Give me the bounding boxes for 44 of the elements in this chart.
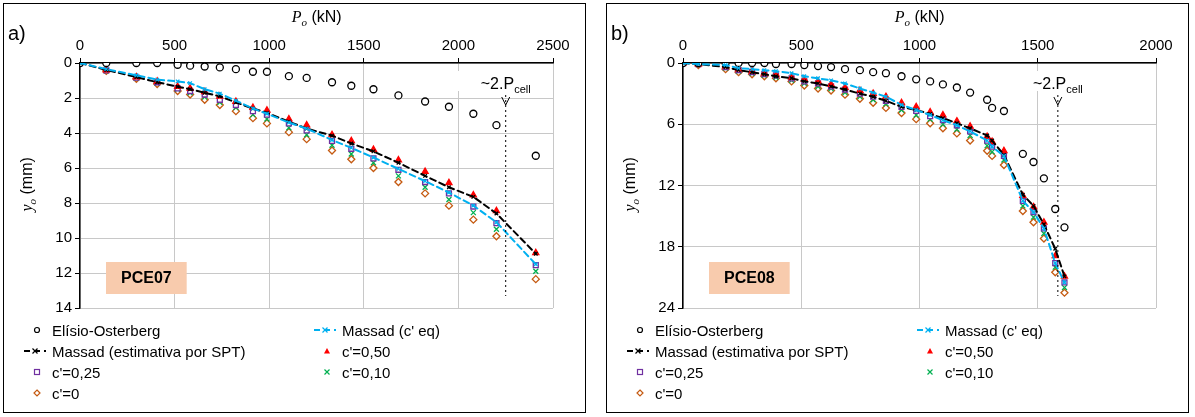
legend-label: c'=0,50	[945, 342, 994, 360]
y-axis-title: yo (mm)	[621, 157, 641, 214]
x-tick-label: 2000	[441, 36, 476, 54]
y-axis-title: yo (mm)	[18, 157, 38, 214]
x-tick-label: 1500	[347, 36, 381, 54]
y-tick-label: 6	[666, 114, 675, 132]
annotation: PCE07	[121, 269, 172, 287]
legend-label: c'=0	[52, 384, 80, 402]
legend-label: c'=0,10	[342, 363, 391, 381]
legend-label: c'=0,50	[342, 342, 391, 360]
y-tick-label: 0	[666, 53, 675, 71]
y-tick-label: 6	[63, 158, 72, 176]
y-tick-label: 8	[63, 193, 72, 211]
annotation: PCE08	[724, 269, 775, 287]
x-tick-label: 2000	[1139, 36, 1173, 54]
x-tick-label: 500	[162, 36, 188, 54]
x-tick-label: 1000	[902, 36, 937, 54]
legend-label: c'=0,25	[52, 363, 101, 381]
legend-label: c'=0,10	[945, 363, 994, 381]
legend-label: Massad (estimativa por SPT)	[655, 342, 849, 360]
y-tick-label: 14	[55, 298, 72, 316]
legend-label: c'=0,25	[655, 363, 704, 381]
legend-label: Massad (estimativa por SPT)	[52, 342, 246, 360]
legend-label: Massad (c' eq)	[945, 321, 1043, 339]
y-tick-label: 4	[63, 123, 72, 141]
legend-label: Massad (c' eq)	[342, 321, 440, 339]
y-tick-label: 0	[63, 53, 72, 71]
chart-title: a)	[8, 22, 26, 44]
x-tick-label: 1000	[252, 36, 286, 54]
y-tick-label: 2	[63, 88, 72, 106]
x-tick-label: 0	[75, 36, 85, 54]
y-tick-label: 18	[658, 236, 675, 254]
legend-label: c'=0	[655, 384, 683, 402]
x-tick-label: 2500	[536, 36, 570, 54]
x-tick-label: 0	[678, 36, 688, 54]
x-tick-label: 1500	[1021, 36, 1055, 54]
legend-label: Elísio-Osterberg	[655, 321, 764, 339]
chart-title: b)	[611, 22, 629, 44]
y-tick-label: 12	[658, 175, 675, 193]
y-tick-label: 10	[55, 228, 72, 246]
x-tick-label: 500	[788, 36, 814, 54]
y-tick-label: 24	[658, 298, 675, 316]
y-tick-label: 12	[55, 263, 72, 281]
legend-label: Elísio-Osterberg	[52, 321, 161, 339]
